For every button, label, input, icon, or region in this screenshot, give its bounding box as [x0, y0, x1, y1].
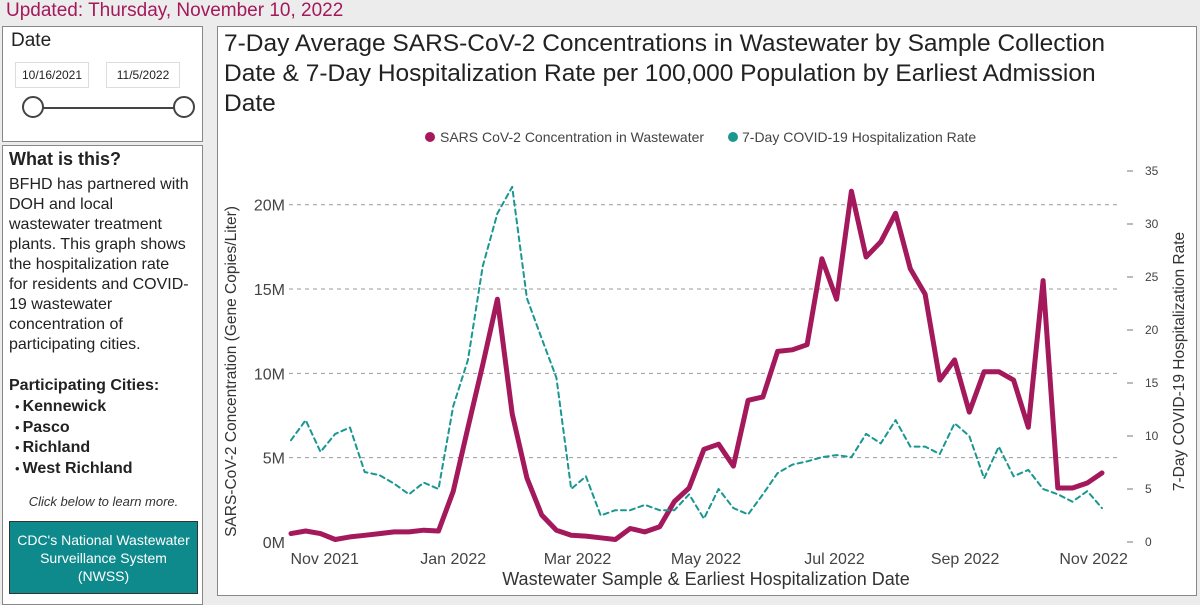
x-tick-label: Jul 2022 [804, 551, 865, 568]
legend-label: SARS CoV-2 Concentration in Wastewater [440, 129, 704, 145]
y-tick-label: 10M [254, 366, 285, 383]
cdc-nwss-button-label: CDC's National Wastewater Surveillance S… [17, 531, 190, 584]
date-filter-panel: Date 10/16/2021 11/5/2022 [2, 26, 203, 142]
y2-tick-label: 25 [1145, 270, 1159, 284]
y2-tick-label: 15 [1145, 376, 1159, 390]
y-tick-label: 20M [254, 198, 285, 215]
start-date-input[interactable]: 10/16/2021 [15, 62, 89, 88]
updated-line: Updated: Thursday, November 10, 2022 [6, 0, 343, 22]
x-tick-label: Nov 2022 [1059, 551, 1128, 568]
updated-date: Thursday, November 10, 2022 [88, 0, 344, 21]
y-axis-label: SARS-CoV-2 Concentration (Gene Copies/Li… [223, 206, 240, 537]
city-item: • Kennewick [15, 398, 107, 415]
city-name: Kennewick [22, 398, 107, 415]
city-item: • Richland [15, 439, 91, 456]
city-name: Pasco [22, 418, 70, 436]
hospitalization-rate-line [290, 185, 1103, 520]
x-tick-label: May 2022 [671, 551, 741, 568]
legend-marker [728, 132, 738, 142]
y-tick-label: 0M [263, 535, 285, 552]
y2-tick-label: 10 [1145, 429, 1159, 443]
learn-more-text: Click below to learn more. [28, 494, 179, 509]
y2-tick-label: 0 [1145, 535, 1152, 549]
x-axis-label: Wastewater Sample & Earliest Hospitaliza… [502, 569, 910, 589]
cdc-nwss-button[interactable]: CDC's National Wastewater Surveillance S… [9, 521, 198, 594]
city-item: • Pasco [15, 418, 70, 436]
y-tick-label: 5M [263, 451, 285, 468]
city-name: West Richland [22, 459, 133, 477]
date-range-slider-track[interactable] [33, 107, 185, 109]
legend: SARS CoV-2 Concentration in Wastewater 7-… [425, 129, 976, 145]
y2-axis-label: 7-Day COVID-19 Hospitalization Rate [1171, 232, 1188, 491]
info-title: What is this? [9, 149, 121, 169]
cities-title: Participating Cities: [9, 377, 160, 394]
date-range-start-handle[interactable] [22, 96, 44, 118]
city-name: Richland [22, 439, 91, 456]
y-tick-label: 15M [254, 282, 285, 299]
chart-panel: 7-Day Average SARS-CoV-2 Concentrations … [217, 26, 1197, 596]
date-filter-title: Date [11, 30, 52, 51]
x-tick-label: Sep 2022 [931, 551, 1000, 568]
y2-tick-label: 35 [1145, 164, 1159, 178]
city-item: • West Richland [15, 459, 133, 477]
legend-label: 7-Day COVID-19 Hospitalization Rate [742, 129, 976, 145]
info-description: BFHD has partnered with DOH and local wa… [9, 176, 189, 353]
x-tick-label: Mar 2022 [544, 551, 612, 568]
wastewater-concentration-line [288, 188, 1105, 542]
chart-title: 7-Day Average SARS-CoV-2 Concentrations … [224, 30, 1106, 117]
x-tick-label: Nov 2021 [290, 551, 359, 568]
y2-tick-label: 30 [1145, 217, 1159, 231]
updated-label: Updated: [6, 0, 84, 21]
date-range-end-handle[interactable] [173, 96, 195, 118]
end-date-input[interactable]: 11/5/2022 [106, 62, 180, 88]
y2-tick-label: 20 [1145, 323, 1159, 337]
legend-marker [425, 132, 435, 142]
info-panel: What is this? BFHD has partnered with DO… [2, 145, 203, 605]
cities-list: • Kennewick • Pasco • Richland • West Richla… [15, 397, 133, 479]
x-tick-label: Jan 2022 [420, 551, 486, 568]
chart-canvas: 0M 5M 10M 15M 20M 0 5 10 15 20 25 30 35 Nov 2021 Jan 2… [223, 129, 1188, 589]
y2-tick-label: 5 [1145, 482, 1152, 496]
